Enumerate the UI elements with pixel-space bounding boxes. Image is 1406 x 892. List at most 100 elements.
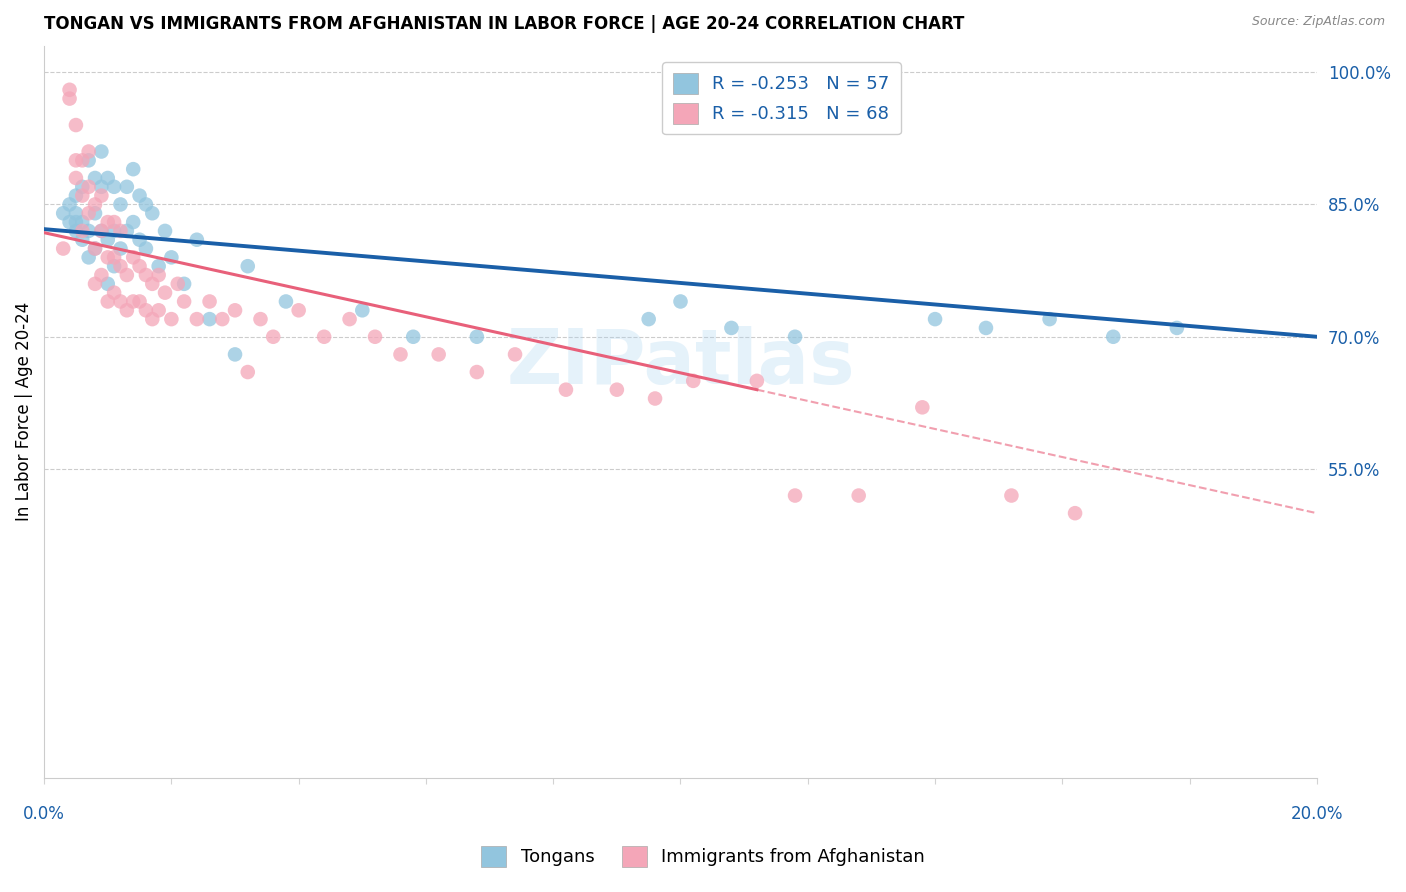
Point: [186, 312, 208, 326]
Point: [314, 330, 336, 344]
Point: [52, 206, 75, 220]
Point: [783, 330, 806, 344]
Point: [110, 259, 132, 273]
Legend: Tongans, Immigrants from Afghanistan: Tongans, Immigrants from Afghanistan: [474, 838, 932, 874]
Point: [84, 171, 107, 186]
Point: [682, 374, 704, 388]
Point: [103, 179, 125, 194]
Point: [110, 224, 132, 238]
Point: [720, 321, 742, 335]
Point: [122, 162, 145, 177]
Point: [924, 312, 946, 326]
Point: [90, 179, 112, 194]
Point: [65, 224, 87, 238]
Point: [90, 145, 112, 159]
Point: [1102, 330, 1125, 344]
Point: [58, 92, 80, 106]
Point: [122, 215, 145, 229]
Point: [97, 294, 120, 309]
Point: [72, 224, 94, 238]
Point: [186, 233, 208, 247]
Point: [72, 179, 94, 194]
Point: [97, 171, 120, 186]
Point: [115, 179, 138, 194]
Point: [77, 251, 100, 265]
Point: [135, 242, 157, 256]
Point: [90, 224, 112, 238]
Point: [97, 215, 120, 229]
Point: [135, 268, 157, 282]
Point: [427, 347, 450, 361]
Point: [115, 268, 138, 282]
Point: [153, 285, 176, 300]
Point: [110, 197, 132, 211]
Point: [97, 251, 120, 265]
Point: [465, 330, 488, 344]
Point: [148, 268, 170, 282]
Point: [115, 224, 138, 238]
Point: [745, 374, 768, 388]
Point: [128, 294, 150, 309]
Point: [1039, 312, 1062, 326]
Point: [103, 251, 125, 265]
Text: ZIPatlas: ZIPatlas: [506, 326, 855, 401]
Point: [72, 215, 94, 229]
Point: [364, 330, 387, 344]
Text: Source: ZipAtlas.com: Source: ZipAtlas.com: [1251, 15, 1385, 28]
Point: [1000, 489, 1022, 503]
Point: [644, 392, 666, 406]
Point: [198, 294, 221, 309]
Point: [465, 365, 488, 379]
Point: [65, 153, 87, 168]
Point: [77, 179, 100, 194]
Point: [1064, 506, 1087, 520]
Legend: R = -0.253   N = 57, R = -0.315   N = 68: R = -0.253 N = 57, R = -0.315 N = 68: [662, 62, 901, 135]
Point: [352, 303, 374, 318]
Point: [148, 303, 170, 318]
Point: [122, 294, 145, 309]
Point: [52, 242, 75, 256]
Point: [148, 259, 170, 273]
Point: [103, 259, 125, 273]
Point: [503, 347, 526, 361]
Point: [90, 188, 112, 202]
Text: TONGAN VS IMMIGRANTS FROM AFGHANISTAN IN LABOR FORCE | AGE 20-24 CORRELATION CHA: TONGAN VS IMMIGRANTS FROM AFGHANISTAN IN…: [44, 15, 965, 33]
Point: [65, 118, 87, 132]
Point: [84, 242, 107, 256]
Point: [173, 294, 195, 309]
Point: [122, 251, 145, 265]
Point: [72, 188, 94, 202]
Point: [402, 330, 425, 344]
Point: [141, 277, 163, 291]
Point: [141, 312, 163, 326]
Point: [911, 401, 934, 415]
Point: [128, 259, 150, 273]
Point: [65, 215, 87, 229]
Point: [606, 383, 628, 397]
Point: [58, 197, 80, 211]
Point: [84, 242, 107, 256]
Point: [128, 188, 150, 202]
Point: [97, 277, 120, 291]
Point: [65, 171, 87, 186]
Point: [160, 251, 183, 265]
Point: [84, 206, 107, 220]
Point: [77, 145, 100, 159]
Point: [135, 197, 157, 211]
Point: [198, 312, 221, 326]
Point: [783, 489, 806, 503]
Point: [103, 285, 125, 300]
Point: [141, 206, 163, 220]
Point: [103, 224, 125, 238]
Point: [173, 277, 195, 291]
Point: [848, 489, 870, 503]
Point: [236, 259, 259, 273]
Point: [77, 153, 100, 168]
Point: [669, 294, 692, 309]
Point: [97, 233, 120, 247]
Text: 20.0%: 20.0%: [1291, 805, 1343, 823]
Text: 0.0%: 0.0%: [22, 805, 65, 823]
Point: [224, 303, 246, 318]
Point: [287, 303, 309, 318]
Point: [72, 233, 94, 247]
